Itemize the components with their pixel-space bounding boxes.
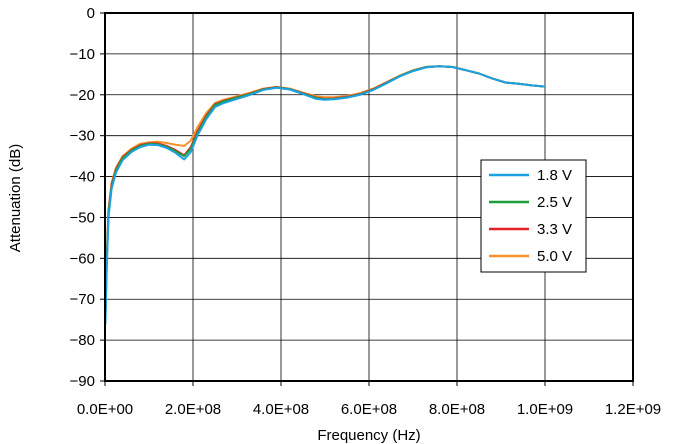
y-tick-label: 0 xyxy=(87,5,95,22)
legend-box xyxy=(480,159,587,273)
plot-area-frame xyxy=(104,12,634,382)
legend-label: 2.5 V xyxy=(537,194,572,211)
y-tick-label: −50 xyxy=(70,209,95,226)
x-tick-labels: 0.0E+00 2.0E+08 4.0E+08 6.0E+08 8.0E+08 1.0E+… xyxy=(77,401,661,418)
legend-label: 5.0 V xyxy=(537,248,572,265)
y-tick-label: −20 xyxy=(70,87,95,104)
series-lines xyxy=(104,65,546,324)
x-tick-label: 2.0E+08 xyxy=(165,401,221,418)
y-tick-labels: 0 −10 −20 −30 −40 −50 −60 −70 −80 −90 xyxy=(70,5,95,390)
series-line-5-0-v xyxy=(104,65,546,312)
series-line-3-3-v xyxy=(104,65,546,316)
series-line-1-8-v xyxy=(104,65,546,324)
legend-label: 3.3 V xyxy=(537,221,572,238)
series-line-2-5-v xyxy=(104,65,546,320)
y-tick-label: −40 xyxy=(70,169,95,186)
x-tick-label: 4.0E+08 xyxy=(253,401,309,418)
legend: 1.8 V 2.5 V 3.3 V 5.0 V xyxy=(480,159,587,273)
y-tick-label: −30 xyxy=(70,128,95,145)
x-axis-label: Frequency (Hz) xyxy=(317,427,420,444)
y-tick-label: −60 xyxy=(70,250,95,267)
x-tick-label: 8.0E+08 xyxy=(429,401,485,418)
x-tick-label: 1.2E+09 xyxy=(605,401,661,418)
x-tick-label: 6.0E+08 xyxy=(341,401,397,418)
y-tick-label: −90 xyxy=(70,373,95,390)
legend-label: 1.8 V xyxy=(537,167,572,184)
x-tick-label: 1.0E+09 xyxy=(517,401,573,418)
y-axis-label: Attenuation (dB) xyxy=(7,144,24,252)
y-tick-label: −70 xyxy=(70,291,95,308)
x-tick-label: 0.0E+00 xyxy=(77,401,133,418)
y-tick-label: −10 xyxy=(70,46,95,63)
y-tick-label: −80 xyxy=(70,332,95,349)
